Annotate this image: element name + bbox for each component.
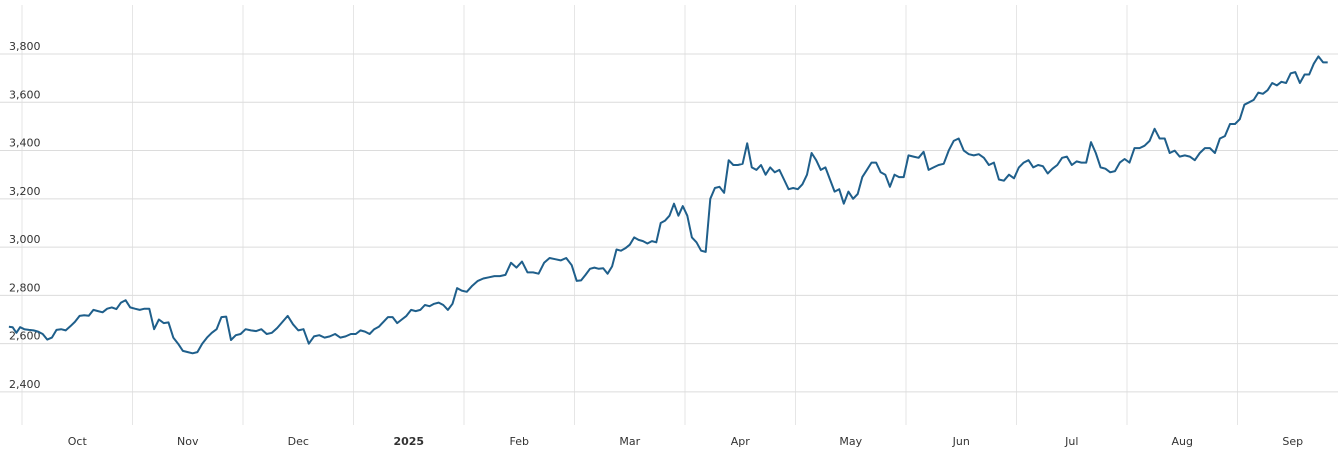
- x-tick-label: Feb: [510, 435, 529, 448]
- x-tick-label: Dec: [288, 435, 309, 448]
- price-line: [8, 55, 1328, 355]
- y-tick-label: 2,400: [9, 378, 41, 391]
- x-tick-label: Apr: [731, 435, 751, 448]
- y-tick-label: 2,800: [9, 281, 41, 294]
- y-tick-label: 3,000: [9, 233, 41, 246]
- y-tick-label: 3,800: [9, 40, 41, 53]
- y-tick-label: 3,400: [9, 137, 41, 150]
- x-tick-label: Jun: [952, 435, 970, 448]
- x-tick-label: May: [839, 435, 862, 448]
- y-tick-label: 3,600: [9, 88, 41, 101]
- x-tick-label: 2025: [393, 435, 424, 448]
- x-tick-label: Oct: [68, 435, 88, 448]
- x-tick-label: Mar: [619, 435, 640, 448]
- x-tick-label: Sep: [1282, 435, 1303, 448]
- x-tick-label: Jul: [1064, 435, 1078, 448]
- x-tick-label: Nov: [177, 435, 199, 448]
- x-tick-label: Aug: [1172, 435, 1193, 448]
- y-tick-label: 3,200: [9, 185, 41, 198]
